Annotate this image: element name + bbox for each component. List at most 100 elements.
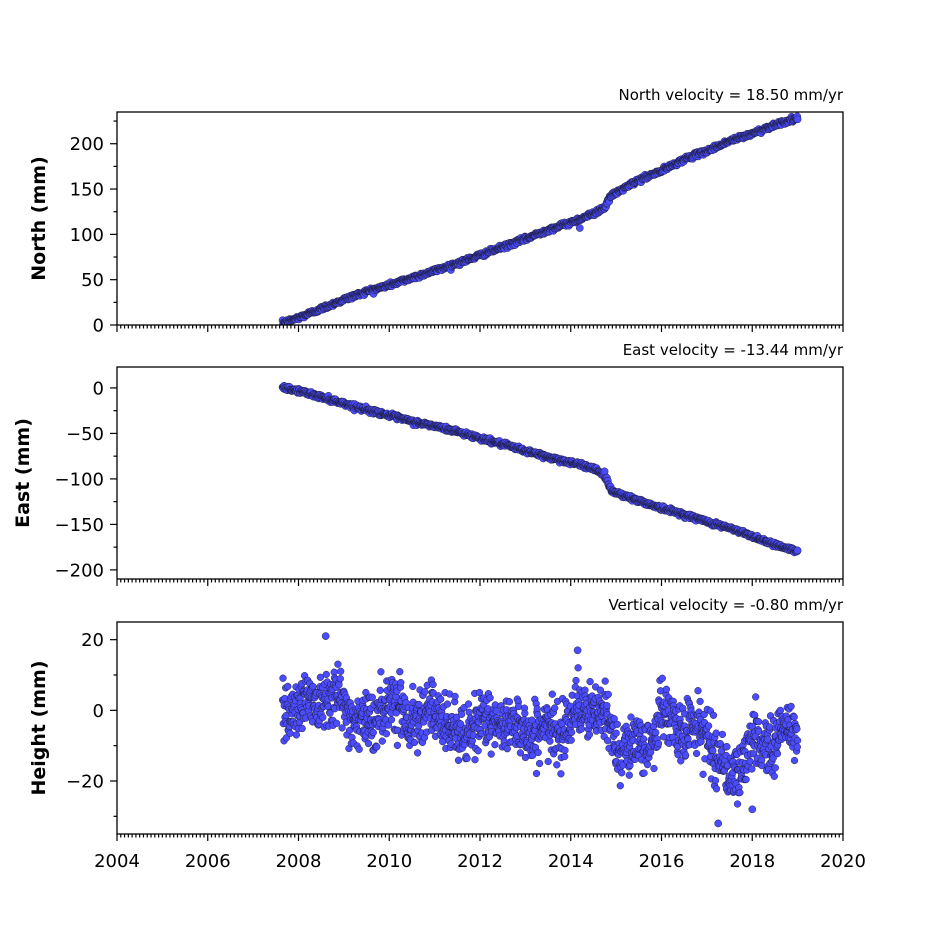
data-point <box>718 730 727 739</box>
data-point <box>711 776 720 785</box>
y-tick-label: −50 <box>66 424 104 445</box>
data-point <box>709 711 718 719</box>
data-point <box>521 709 529 717</box>
y-tick-label: 0 <box>93 316 104 337</box>
data-point <box>474 747 482 755</box>
data-point <box>646 748 655 757</box>
data-point <box>742 775 750 784</box>
data-point <box>712 729 720 737</box>
data-point <box>535 759 544 768</box>
data-point <box>378 737 386 745</box>
data-point <box>625 771 633 779</box>
y-tick-label: −20 <box>66 772 104 793</box>
data-point <box>652 728 660 737</box>
data-point <box>603 736 612 745</box>
data-point <box>604 690 612 699</box>
data-point <box>532 769 541 778</box>
data-point <box>338 724 346 732</box>
data-point <box>534 748 542 757</box>
data-point <box>790 756 799 765</box>
data-point <box>443 700 452 708</box>
data-point <box>572 676 580 685</box>
data-point <box>548 690 556 698</box>
data-point <box>551 704 559 712</box>
data-point <box>429 680 437 689</box>
data-point <box>793 736 802 745</box>
east-points <box>278 382 802 557</box>
y-tick-label: 0 <box>93 378 104 399</box>
data-point <box>369 728 377 737</box>
outlier-point <box>748 805 757 814</box>
data-point <box>790 713 798 721</box>
data-point <box>384 721 393 729</box>
data-point <box>776 706 785 715</box>
data-point <box>699 770 707 778</box>
data-point <box>736 788 744 797</box>
x-tick-label: 2016 <box>639 851 685 872</box>
data-point <box>764 735 772 743</box>
data-point <box>561 752 569 761</box>
data-point <box>396 668 404 676</box>
y-tick-label: 20 <box>81 630 104 651</box>
data-point <box>723 743 731 751</box>
y-tick-label: −200 <box>55 560 104 581</box>
data-point <box>471 756 479 764</box>
vertical-y-ticks: −20 0 20 <box>66 630 117 817</box>
data-point <box>662 685 671 693</box>
east-y-ticks: −200 −150 −100 −50 0 <box>55 378 117 581</box>
x-tick-label: 2020 <box>820 851 866 872</box>
data-point <box>752 693 760 701</box>
data-point <box>286 729 294 737</box>
data-point <box>613 720 621 728</box>
data-point <box>382 730 391 738</box>
data-point <box>553 761 561 769</box>
data-point <box>677 757 685 765</box>
data-point <box>410 738 419 747</box>
vertical-points <box>278 632 802 828</box>
data-point <box>322 670 330 679</box>
outlier-point <box>575 224 584 232</box>
data-point <box>773 750 782 758</box>
data-point <box>316 673 325 681</box>
data-point <box>326 709 334 717</box>
x-tick-label: 2008 <box>276 851 322 872</box>
data-point <box>733 800 742 808</box>
x-tick-label: 2018 <box>729 851 775 872</box>
data-point <box>364 739 373 748</box>
x-tick-label: 2012 <box>457 851 503 872</box>
data-point <box>415 700 423 709</box>
vertical-panel: 2004 2006 2008 2010 2012 2014 2016 2018 2020 −20 0… <box>28 596 866 872</box>
data-point <box>766 723 774 731</box>
outlier-point <box>321 632 330 640</box>
data-point <box>696 697 704 706</box>
vertical-x-ticks: 2004 2006 2008 2010 2012 2014 2016 2018 2020 <box>94 834 866 872</box>
data-point <box>355 745 363 753</box>
data-point <box>704 722 713 730</box>
data-point <box>709 746 717 755</box>
data-point <box>413 749 422 757</box>
y-tick-label: −100 <box>55 469 104 490</box>
east-panel: −200 −150 −100 −50 0 East (mm) East velocity =… <box>12 341 844 586</box>
data-point <box>279 674 287 682</box>
data-point <box>603 701 611 710</box>
data-point <box>716 739 724 748</box>
data-point <box>769 754 777 762</box>
data-point <box>492 707 500 715</box>
data-point <box>451 692 459 701</box>
data-point <box>681 751 690 759</box>
north-velocity-title: North velocity = 18.50 mm/yr <box>619 86 844 104</box>
x-tick-label: 2004 <box>94 851 140 872</box>
data-point <box>486 694 494 702</box>
data-point <box>503 745 511 753</box>
data-point <box>612 729 620 737</box>
y-tick-label: −150 <box>55 515 104 536</box>
data-point <box>770 772 778 780</box>
data-point <box>465 708 473 716</box>
data-point <box>787 702 795 711</box>
north-y-ticks: 0 50 100 150 200 <box>70 120 117 337</box>
data-point <box>457 710 466 718</box>
north-points <box>278 112 802 325</box>
data-point <box>337 667 345 675</box>
data-point <box>561 746 569 754</box>
